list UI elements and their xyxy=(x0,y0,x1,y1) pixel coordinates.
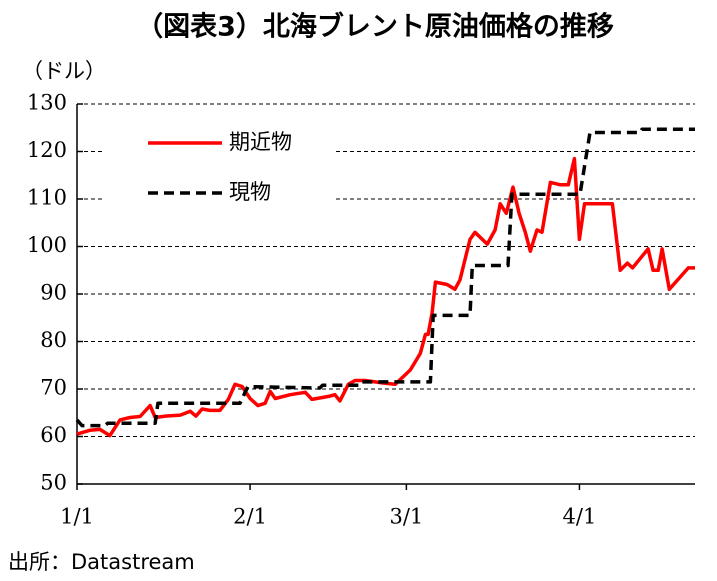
series-line xyxy=(75,127,695,428)
y-tick-label: 70 xyxy=(40,376,67,400)
y-tick-label: 80 xyxy=(40,328,67,352)
y-tick-label: 100 xyxy=(27,233,67,257)
source-note: 出所：Datastream xyxy=(8,550,195,574)
series-line xyxy=(76,156,695,438)
legend-label: 現物 xyxy=(229,180,271,204)
y-tick-label: 50 xyxy=(40,471,67,495)
y-tick-label: 120 xyxy=(27,138,67,162)
x-tick-label: 4/1 xyxy=(563,505,597,529)
y-tick-label: 60 xyxy=(40,423,67,447)
y-tick-label: 130 xyxy=(27,91,67,115)
x-tick-label: 3/1 xyxy=(389,505,423,529)
y-axis-unit: （ドル） xyxy=(22,59,106,83)
y-tick-label: 110 xyxy=(27,186,67,210)
y-tick-label: 90 xyxy=(40,281,67,305)
x-tick-label: 2/1 xyxy=(233,505,267,529)
legend-label: 期近物 xyxy=(229,130,292,154)
chart-title: （図表3）北海ブレント原油価格の推移 xyxy=(136,11,614,43)
x-tick-label: 1/1 xyxy=(60,505,94,529)
legend-box xyxy=(105,120,335,216)
